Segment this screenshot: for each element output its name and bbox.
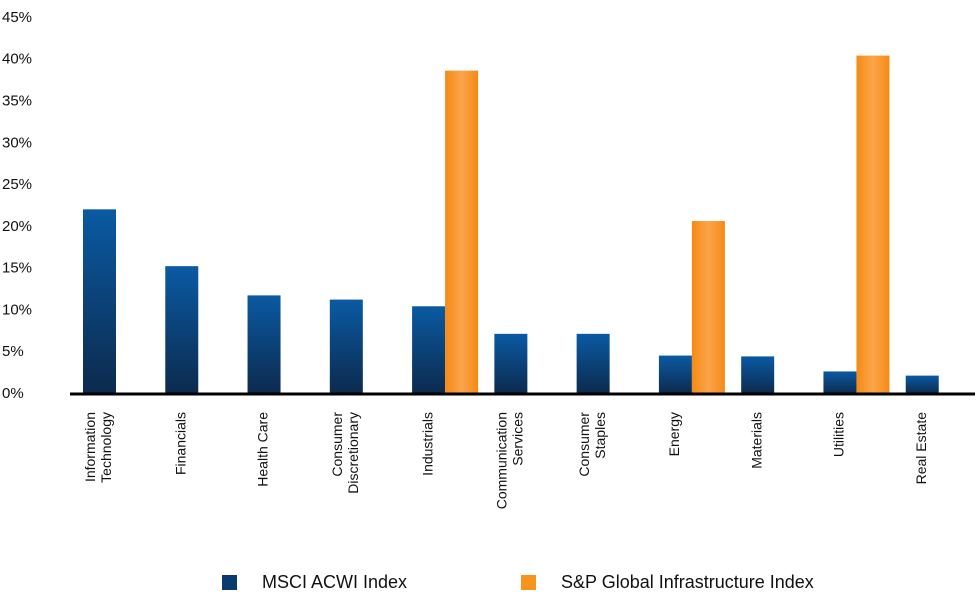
x-tick-label: Staples bbox=[592, 412, 608, 459]
y-tick-label: 45% bbox=[2, 9, 32, 26]
y-tick-label: 10% bbox=[2, 301, 32, 318]
bar bbox=[856, 55, 890, 394]
y-tick-label: 25% bbox=[2, 176, 32, 193]
x-tick-label: Utilities bbox=[831, 412, 847, 457]
x-tick-label: Materials bbox=[748, 412, 764, 469]
bar bbox=[165, 266, 199, 394]
bar bbox=[691, 221, 725, 394]
bar bbox=[329, 299, 363, 394]
y-tick-label: 15% bbox=[2, 260, 32, 277]
x-tick-label: Industrials bbox=[419, 412, 435, 476]
legend-swatch bbox=[222, 575, 237, 590]
x-tick-label: Communication bbox=[494, 412, 510, 509]
legend-swatch bbox=[521, 575, 536, 590]
x-tick-label: Services bbox=[510, 412, 526, 466]
bar bbox=[823, 371, 857, 394]
y-tick-label: 40% bbox=[2, 51, 32, 68]
x-tick-label: Health Care bbox=[255, 412, 271, 487]
bar bbox=[412, 306, 446, 394]
bar bbox=[247, 295, 281, 394]
legend-label: MSCI ACWI Index bbox=[262, 572, 407, 592]
legend-label: S&P Global Infrastructure Index bbox=[561, 572, 814, 592]
bar bbox=[658, 355, 692, 394]
bar bbox=[83, 209, 116, 394]
x-tick-label: Information bbox=[82, 412, 98, 482]
y-tick-label: 0% bbox=[2, 385, 24, 402]
x-tick-label: Consumer bbox=[576, 412, 592, 477]
x-tick-label: Discretionary bbox=[345, 412, 361, 494]
x-tick-label: Consumer bbox=[329, 412, 345, 477]
x-tick-label: Real Estate bbox=[913, 412, 929, 485]
y-tick-label: 5% bbox=[2, 343, 24, 360]
bar bbox=[905, 375, 939, 394]
y-tick-label: 35% bbox=[2, 93, 32, 110]
x-tick-label: Energy bbox=[666, 412, 682, 456]
bar bbox=[494, 333, 528, 394]
y-tick-label: 20% bbox=[2, 218, 32, 235]
bar bbox=[576, 333, 610, 394]
bar bbox=[445, 70, 479, 394]
bar bbox=[741, 356, 775, 394]
x-tick-label: Financials bbox=[172, 412, 188, 475]
y-tick-label: 30% bbox=[2, 134, 32, 151]
x-tick-label: Technology bbox=[98, 412, 114, 483]
